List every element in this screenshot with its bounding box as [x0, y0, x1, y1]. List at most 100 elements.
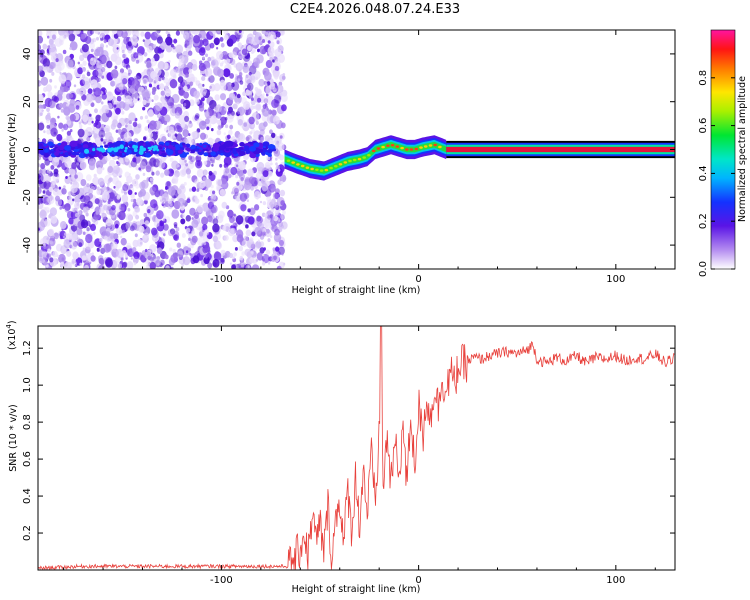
- noise-blob: [269, 129, 273, 134]
- band-blob: [239, 142, 245, 147]
- signal-peak: [362, 156, 367, 159]
- noise-blob: [155, 170, 160, 176]
- spectrogram-ytick-label: -40: [22, 237, 33, 253]
- noise-blob: [122, 53, 126, 59]
- noise-blob: [243, 181, 252, 191]
- noise-blob: [66, 210, 74, 219]
- noise-blob: [110, 69, 119, 79]
- noise-blob: [49, 207, 58, 216]
- noise-blob: [92, 176, 100, 186]
- noise-blob: [248, 93, 253, 99]
- noise-blob: [72, 251, 79, 260]
- noise-blob: [121, 190, 124, 194]
- noise-blob: [245, 229, 252, 237]
- noise-blob: [91, 185, 95, 191]
- noise-blob: [40, 104, 44, 109]
- noise-blob: [219, 83, 227, 91]
- noise-blob: [76, 237, 81, 242]
- noise-blob: [59, 34, 65, 42]
- noise-blob: [65, 176, 68, 179]
- noise-blob: [64, 261, 72, 269]
- noise-blob: [273, 255, 277, 261]
- noise-blob: [128, 72, 131, 76]
- noise-blob: [261, 253, 265, 257]
- noise-blob: [157, 262, 160, 266]
- noise-blob: [180, 183, 185, 190]
- signal-peak: [371, 149, 376, 153]
- noise-blob: [132, 256, 139, 264]
- noise-blob: [93, 87, 102, 97]
- noise-blob: [236, 101, 240, 106]
- noise-blob: [160, 172, 165, 178]
- band-blob: [272, 148, 277, 152]
- noise-blob: [70, 181, 73, 185]
- noise-blob: [70, 241, 78, 250]
- noise-blob: [261, 183, 268, 192]
- noise-blob: [142, 225, 151, 236]
- noise-blob: [105, 258, 113, 268]
- signal-peak: [329, 166, 333, 170]
- noise-blob: [216, 50, 224, 60]
- noise-blob: [185, 168, 191, 175]
- noise-blob: [278, 246, 285, 255]
- noise-blob: [181, 213, 186, 218]
- noise-blob: [81, 43, 89, 53]
- noise-blob: [204, 110, 210, 117]
- noise-blob: [82, 76, 90, 86]
- signal-peak: [315, 168, 319, 171]
- noise-blob: [237, 42, 242, 48]
- noise-blob: [219, 163, 223, 168]
- noise-blob: [280, 200, 285, 206]
- band-blob: [44, 148, 49, 153]
- noise-blob: [145, 60, 154, 71]
- noise-blob: [223, 30, 229, 35]
- noise-blob: [243, 101, 251, 110]
- noise-blob: [187, 247, 192, 252]
- noise-blob: [228, 52, 234, 59]
- noise-blob: [243, 122, 247, 127]
- noise-blob: [114, 223, 119, 229]
- noise-blob: [76, 228, 83, 236]
- noise-blob: [192, 255, 200, 264]
- noise-blob: [90, 255, 96, 262]
- noise-blob: [116, 30, 124, 37]
- noise-blob: [229, 262, 233, 266]
- noise-blob: [223, 156, 232, 166]
- noise-blob: [251, 50, 254, 54]
- noise-blob: [120, 206, 125, 212]
- noise-blob: [256, 215, 262, 222]
- noise-blob: [132, 41, 137, 47]
- band-blob: [177, 149, 183, 154]
- noise-blob: [38, 60, 41, 65]
- noise-blob: [259, 241, 265, 248]
- noise-blob: [130, 198, 134, 203]
- snr-ytick-label: 0.4: [22, 488, 33, 504]
- noise-blob: [146, 45, 153, 53]
- noise-blob: [66, 130, 71, 136]
- noise-blob: [257, 239, 260, 243]
- band-blob: [215, 152, 219, 156]
- noise-blob: [277, 168, 281, 172]
- noise-blob: [227, 209, 234, 218]
- noise-blob: [118, 210, 126, 221]
- noise-blob: [107, 182, 110, 186]
- noise-blob: [38, 163, 41, 168]
- noise-blob: [101, 75, 105, 79]
- noise-blob: [48, 43, 57, 53]
- noise-blob: [134, 192, 137, 195]
- band-blob: [71, 152, 76, 155]
- noise-blob: [53, 171, 58, 177]
- noise-blob: [101, 93, 107, 100]
- noise-blob: [120, 84, 124, 88]
- noise-blob: [213, 83, 221, 92]
- noise-blob: [129, 225, 135, 232]
- noise-blob: [76, 162, 79, 166]
- noise-blob: [59, 206, 62, 210]
- noise-blob: [130, 257, 133, 260]
- noise-blob: [262, 104, 267, 109]
- spectrogram-xtick-label: 100: [606, 274, 625, 285]
- noise-blob: [100, 101, 104, 105]
- noise-blob: [115, 180, 122, 189]
- noise-blob: [183, 196, 187, 200]
- noise-blob: [216, 46, 219, 50]
